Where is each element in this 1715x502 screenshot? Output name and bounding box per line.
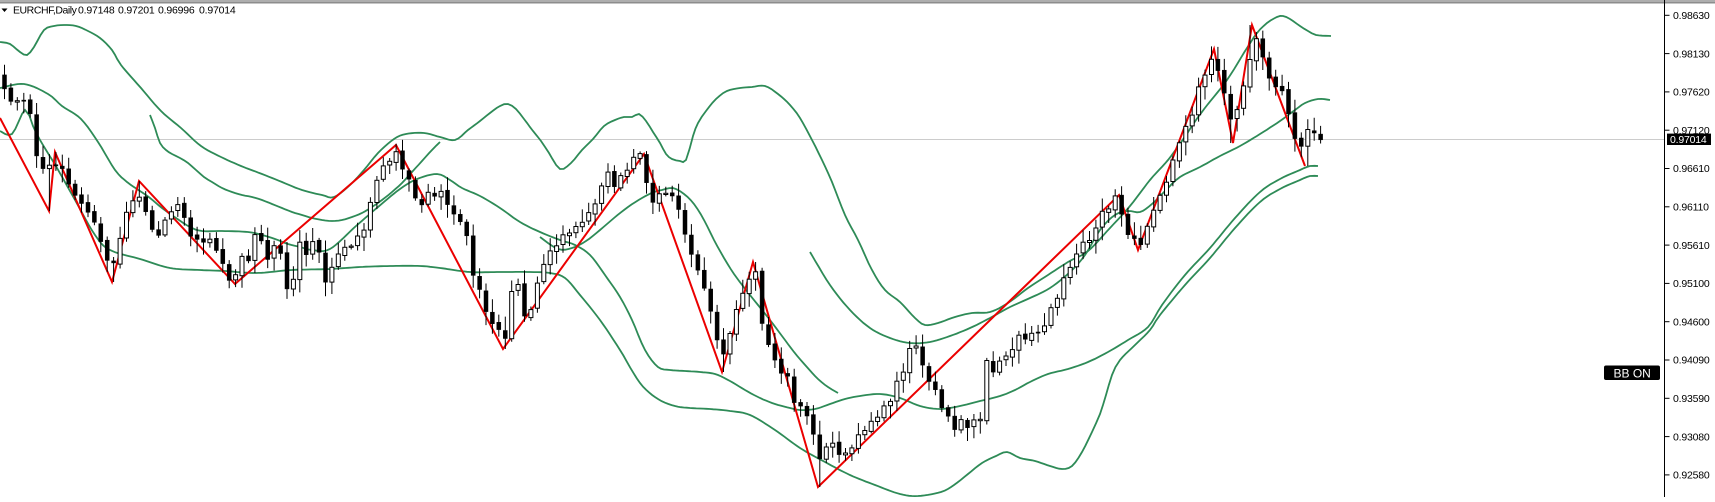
svg-text:0.95610: 0.95610 bbox=[1673, 240, 1710, 252]
svg-text:0.96610: 0.96610 bbox=[1673, 163, 1710, 175]
svg-text:0.92580: 0.92580 bbox=[1673, 470, 1710, 482]
svg-text:0.98630: 0.98630 bbox=[1673, 10, 1710, 22]
svg-text:0.94090: 0.94090 bbox=[1673, 355, 1710, 367]
svg-text:0.97620: 0.97620 bbox=[1673, 87, 1710, 99]
svg-text:0.96996: 0.96996 bbox=[158, 5, 195, 17]
svg-text:0.97148: 0.97148 bbox=[78, 5, 115, 17]
svg-text:EURCHF,Daily: EURCHF,Daily bbox=[13, 5, 78, 17]
svg-text:0.94600: 0.94600 bbox=[1673, 316, 1710, 328]
svg-text:0.97014: 0.97014 bbox=[1670, 134, 1707, 146]
svg-text:0.93080: 0.93080 bbox=[1673, 431, 1710, 443]
svg-text:0.97201: 0.97201 bbox=[118, 5, 155, 17]
svg-text:0.93590: 0.93590 bbox=[1673, 393, 1710, 405]
svg-text:0.98130: 0.98130 bbox=[1673, 48, 1710, 60]
svg-text:0.95100: 0.95100 bbox=[1673, 278, 1710, 290]
svg-text:0.96110: 0.96110 bbox=[1673, 202, 1709, 214]
svg-text:BB ON: BB ON bbox=[1614, 366, 1651, 380]
svg-text:0.97014: 0.97014 bbox=[199, 5, 236, 17]
